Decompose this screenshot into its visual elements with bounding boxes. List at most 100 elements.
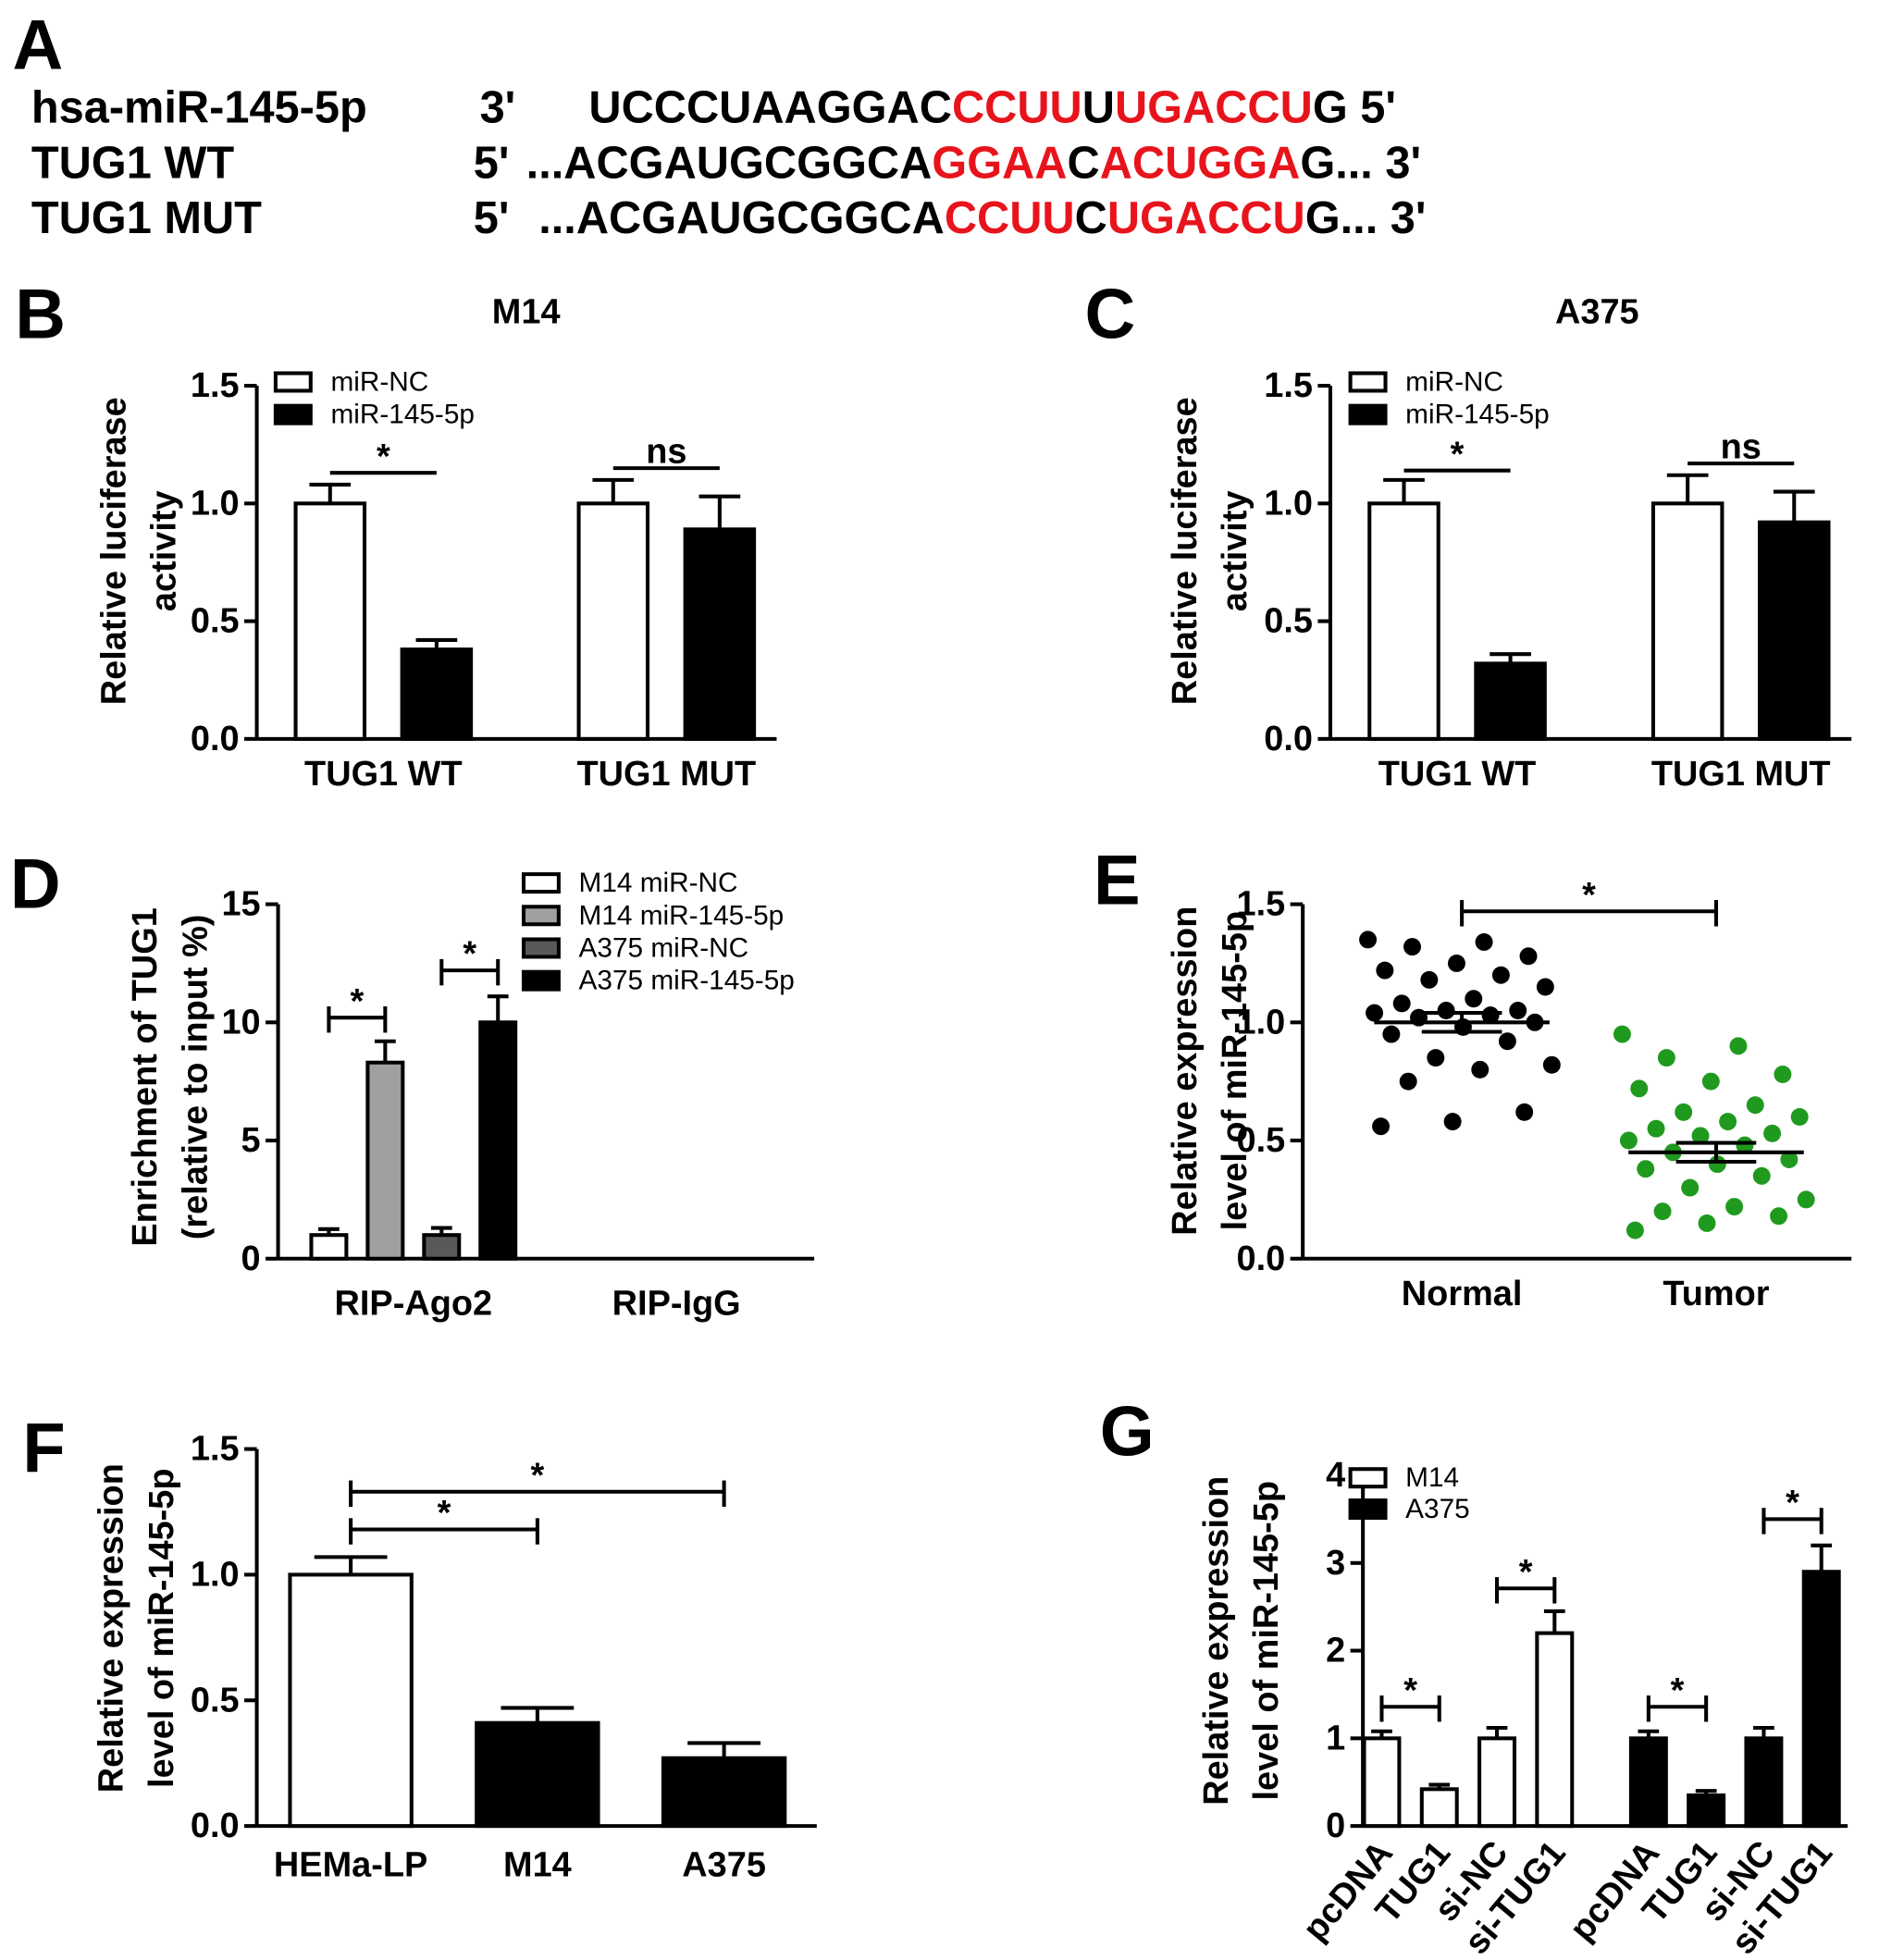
point bbox=[1427, 1049, 1445, 1067]
panel-letter: G bbox=[1100, 1392, 1155, 1471]
bar bbox=[288, 1572, 414, 1829]
significance-label: * bbox=[438, 1494, 451, 1533]
x-tick-label: HEMa-LP bbox=[274, 1845, 427, 1884]
legend-swatch bbox=[273, 371, 313, 393]
y-tick-label: 10 bbox=[221, 1003, 260, 1042]
y-tick-label: 0.0 bbox=[191, 720, 240, 758]
point bbox=[1736, 1136, 1754, 1154]
y-tick-label: 15 bbox=[221, 885, 260, 924]
y-tick-label: 1.5 bbox=[1236, 885, 1285, 924]
point bbox=[1752, 1166, 1771, 1185]
legend-label: A375 miR-NC bbox=[579, 932, 749, 963]
point bbox=[1403, 938, 1421, 956]
y-axis-label: Relative luciferase bbox=[1166, 397, 1205, 705]
y-axis-label: Relative expression bbox=[1197, 1476, 1236, 1806]
legend-label: A375 bbox=[1405, 1494, 1470, 1524]
legend-swatch bbox=[521, 872, 561, 894]
sequence-end: 3' bbox=[480, 83, 516, 133]
y-axis-label: Enrichment of TUG1 bbox=[126, 907, 165, 1246]
significance-label: * bbox=[1451, 435, 1465, 474]
legend-swatch bbox=[1348, 1467, 1388, 1489]
panel-letter: B bbox=[15, 276, 66, 354]
bar bbox=[1744, 1736, 1784, 1829]
y-axis-label: (relative to input %) bbox=[176, 915, 215, 1240]
sequence: UCCCUAAGGACCCUUUUGACCUG 5' bbox=[588, 83, 1396, 133]
sequence-name: hsa-miR-145-5p bbox=[31, 83, 367, 133]
y-tick-label: 1 bbox=[1326, 1719, 1345, 1757]
point bbox=[1681, 1178, 1700, 1197]
point bbox=[1509, 1002, 1527, 1020]
bar bbox=[475, 1720, 600, 1829]
point bbox=[1763, 1124, 1782, 1142]
sequence-end: 5' bbox=[474, 138, 510, 188]
y-axis-label: level of miR-145-5p bbox=[142, 1468, 181, 1788]
y-tick-label: 1.5 bbox=[1264, 366, 1313, 405]
sequence-segment: UGACCU bbox=[1115, 83, 1313, 133]
significance-label: * bbox=[530, 1456, 544, 1495]
panel-letter: D bbox=[10, 845, 61, 924]
point bbox=[1376, 961, 1394, 980]
bar bbox=[1650, 501, 1724, 741]
bar bbox=[1362, 1736, 1402, 1829]
x-tick-label: A375 bbox=[682, 1845, 766, 1884]
sequence-segment: ...ACGAUGCGGCA bbox=[538, 193, 945, 243]
y-axis-label: level of miR-145-5p bbox=[1216, 911, 1255, 1230]
bar bbox=[293, 501, 367, 741]
point bbox=[1491, 966, 1510, 984]
y-tick-label: 0 bbox=[241, 1239, 261, 1278]
sequence: ...ACGAUGCGGCAGGAACACUGGAG... 3' bbox=[526, 138, 1421, 188]
point bbox=[1437, 1002, 1455, 1020]
y-tick-label: 1.0 bbox=[191, 1555, 240, 1594]
point bbox=[1630, 1079, 1649, 1098]
point bbox=[1443, 1113, 1462, 1131]
point bbox=[1392, 994, 1411, 1013]
significance-label: ns bbox=[1721, 428, 1762, 467]
y-tick-label: 1.0 bbox=[1264, 484, 1313, 523]
significance-label: * bbox=[351, 982, 365, 1021]
point bbox=[1619, 1131, 1638, 1150]
point bbox=[1719, 1113, 1737, 1131]
y-axis-label: activity bbox=[145, 490, 184, 611]
point bbox=[1725, 1198, 1744, 1216]
point bbox=[1637, 1160, 1655, 1178]
sequence-segment: CCUU bbox=[945, 193, 1075, 243]
y-tick-label: 0.0 bbox=[191, 1806, 240, 1845]
sequence-segment: UGACCU bbox=[1107, 193, 1305, 243]
x-tick-label: RIP-Ago2 bbox=[335, 1285, 493, 1324]
sequence-segment: C bbox=[1068, 138, 1100, 188]
legend-swatch bbox=[521, 937, 561, 959]
point bbox=[1447, 954, 1465, 972]
legend-swatch bbox=[521, 969, 561, 992]
panel-letter: C bbox=[1085, 276, 1136, 354]
legend-label: miR-NC bbox=[1405, 366, 1503, 397]
panel-letter: F bbox=[22, 1409, 65, 1487]
significance-label: * bbox=[1671, 1671, 1685, 1710]
point bbox=[1471, 1060, 1490, 1079]
sequence-name: TUG1 MUT bbox=[31, 193, 262, 243]
point bbox=[1675, 1103, 1693, 1121]
y-tick-label: 0.5 bbox=[1236, 1121, 1285, 1160]
legend-swatch bbox=[1348, 403, 1388, 425]
point bbox=[1774, 1066, 1792, 1083]
point bbox=[1399, 1072, 1417, 1091]
legend-label: A375 miR-145-5p bbox=[579, 966, 795, 996]
sequence-segment: C bbox=[1075, 193, 1107, 243]
point bbox=[1372, 1117, 1391, 1136]
y-tick-label: 4 bbox=[1326, 1456, 1345, 1495]
x-tick-label: RIP-IgG bbox=[612, 1285, 741, 1324]
point bbox=[1797, 1190, 1815, 1209]
y-tick-label: 0.0 bbox=[1236, 1239, 1285, 1278]
point bbox=[1790, 1108, 1809, 1126]
y-tick-label: 0 bbox=[1326, 1806, 1345, 1845]
legend-label: M14 miR-NC bbox=[579, 868, 738, 898]
sequence-segment: GGAA bbox=[932, 138, 1067, 188]
legend-label: miR-145-5p bbox=[1405, 400, 1550, 430]
y-axis-label: Relative luciferase bbox=[94, 397, 133, 705]
x-tick-label: Normal bbox=[1402, 1275, 1523, 1313]
point bbox=[1701, 1072, 1720, 1091]
point bbox=[1542, 1055, 1561, 1074]
point bbox=[1691, 1127, 1710, 1145]
point bbox=[1359, 931, 1378, 949]
point bbox=[1708, 1155, 1726, 1174]
bar bbox=[1628, 1736, 1668, 1829]
